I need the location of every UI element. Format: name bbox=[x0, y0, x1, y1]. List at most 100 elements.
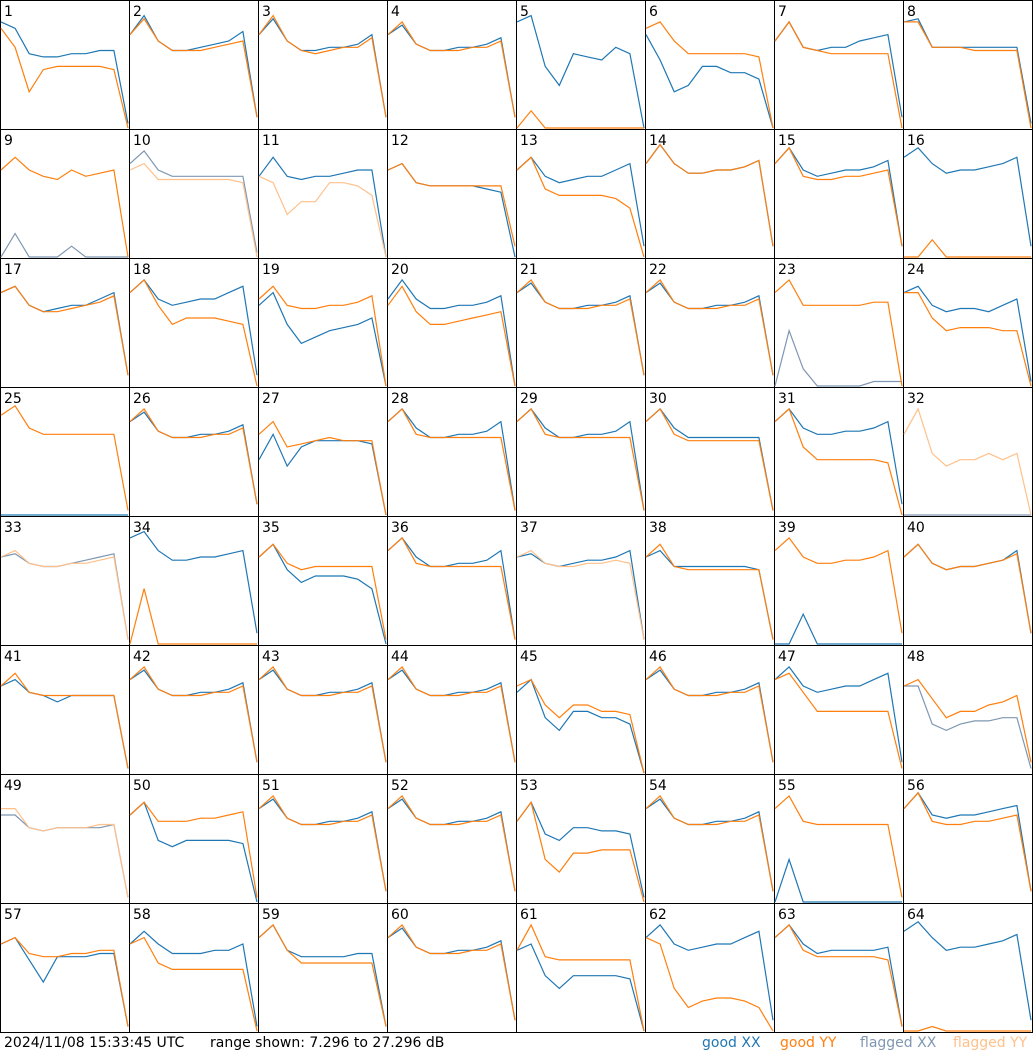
spectrum-line bbox=[258, 17, 387, 118]
panel-number: 38 bbox=[649, 520, 667, 536]
spectrum-line bbox=[516, 549, 645, 640]
spectrum-line bbox=[387, 665, 516, 763]
panel-number: 15 bbox=[778, 133, 796, 149]
panel-number: 55 bbox=[778, 778, 796, 794]
panel-number: 46 bbox=[649, 649, 667, 665]
panel-number: 25 bbox=[4, 391, 22, 407]
panel: 64 bbox=[903, 903, 1033, 1033]
panel-number: 13 bbox=[520, 133, 538, 149]
spectrum-line bbox=[258, 794, 387, 892]
panel-number: 2 bbox=[133, 4, 142, 20]
spectrum-line bbox=[516, 678, 645, 774]
range-label: range shown: 7.296 to 27.296 dB bbox=[210, 1035, 444, 1051]
panel-number: 3 bbox=[262, 4, 271, 20]
spectrum-line bbox=[774, 408, 903, 505]
panel-number: 36 bbox=[391, 520, 409, 536]
spectrum-line bbox=[129, 801, 258, 898]
spectrum-line bbox=[516, 156, 645, 258]
spectrum-line bbox=[516, 800, 645, 903]
panel-number: 54 bbox=[649, 778, 667, 794]
panel-number: 49 bbox=[4, 778, 22, 794]
spectrum-line bbox=[258, 285, 387, 387]
panel-number: 27 bbox=[262, 391, 280, 407]
spectrum-line bbox=[129, 162, 258, 258]
legend-entry: good XX bbox=[702, 1035, 761, 1051]
panel: 46 bbox=[645, 645, 775, 775]
spectrum-line bbox=[516, 156, 645, 247]
spectrum-line bbox=[516, 278, 645, 376]
legend-entry: flagged XX bbox=[860, 1035, 937, 1051]
panel-number: 59 bbox=[262, 907, 280, 923]
spectrum-line bbox=[387, 927, 516, 1021]
spectrum-line bbox=[645, 34, 774, 129]
spectrum-line bbox=[904, 238, 1031, 258]
spectrum-line bbox=[645, 21, 774, 129]
panel-number: 26 bbox=[133, 391, 151, 407]
spectrum-line bbox=[0, 549, 129, 640]
panel-number: 57 bbox=[4, 907, 22, 923]
spectrum-line bbox=[645, 143, 774, 247]
spectrum-line bbox=[258, 543, 387, 640]
spectrum-line bbox=[903, 921, 1032, 1021]
spectrum-line bbox=[645, 408, 774, 511]
spectrum-line bbox=[645, 669, 774, 763]
spectrum-line bbox=[645, 549, 774, 640]
panel-number: 6 bbox=[649, 4, 658, 20]
spectrum-line bbox=[774, 923, 903, 1027]
spectrum-line bbox=[258, 798, 387, 892]
spectrum-line bbox=[645, 278, 774, 376]
spectrum-line bbox=[0, 232, 128, 258]
spectrum-line bbox=[0, 21, 129, 124]
panel-number: 23 bbox=[778, 262, 796, 278]
spectrum-line bbox=[774, 794, 903, 898]
panel-number: 44 bbox=[391, 649, 409, 665]
spectrum-line bbox=[258, 420, 387, 516]
spectrum-line bbox=[774, 672, 903, 769]
spectrum-line bbox=[903, 791, 1032, 892]
timestamp: 2024/11/08 15:33:45 UTC bbox=[4, 1035, 184, 1051]
spectrum-line bbox=[774, 328, 902, 387]
panel-number: 60 bbox=[391, 907, 409, 923]
spectrum-line bbox=[0, 936, 129, 1027]
panel-number: 17 bbox=[4, 262, 22, 278]
spectrum-line bbox=[258, 432, 387, 516]
panel-number: 10 bbox=[133, 133, 151, 149]
panel-number: 37 bbox=[520, 520, 538, 536]
spectrum-line bbox=[904, 292, 1032, 387]
spectrum-line bbox=[645, 798, 774, 892]
spectrum-line bbox=[0, 285, 129, 376]
panel-number: 1 bbox=[4, 4, 13, 20]
spectrum-line bbox=[903, 147, 1032, 247]
spectrum-line bbox=[387, 162, 516, 247]
panel-number: 11 bbox=[262, 133, 280, 149]
spectrum-line bbox=[0, 936, 129, 1027]
spectrum-line bbox=[645, 794, 774, 892]
panel-number: 21 bbox=[520, 262, 538, 278]
panel-number: 5 bbox=[520, 4, 529, 20]
spectrum-line bbox=[903, 791, 1032, 892]
panel-number: 39 bbox=[778, 520, 796, 536]
spectrum-line bbox=[129, 801, 258, 903]
panel-number: 32 bbox=[907, 391, 925, 407]
legend-entry: flagged YY bbox=[953, 1035, 1028, 1051]
spectrum-line bbox=[774, 857, 902, 903]
panel-number: 33 bbox=[4, 520, 22, 536]
spectrum-line bbox=[1, 807, 129, 898]
spectrum-line bbox=[775, 612, 902, 645]
spectrum-line bbox=[129, 407, 258, 505]
spectrum-line bbox=[903, 18, 1032, 124]
spectrum-line bbox=[387, 24, 516, 118]
spectrum-line bbox=[516, 14, 645, 129]
panel-number: 9 bbox=[4, 133, 13, 149]
spectrum-line bbox=[516, 801, 645, 898]
spectrum-line bbox=[129, 279, 258, 376]
panel: 57 bbox=[0, 903, 130, 1033]
spectrum-line bbox=[129, 278, 258, 387]
spectrum-line bbox=[258, 175, 387, 258]
spectrum-line bbox=[645, 282, 774, 376]
panel-number: 64 bbox=[907, 907, 925, 923]
panel-number: 63 bbox=[778, 907, 796, 923]
panel: 15 bbox=[774, 129, 904, 259]
spectrum-line bbox=[387, 285, 516, 387]
panel: 58 bbox=[129, 903, 259, 1033]
